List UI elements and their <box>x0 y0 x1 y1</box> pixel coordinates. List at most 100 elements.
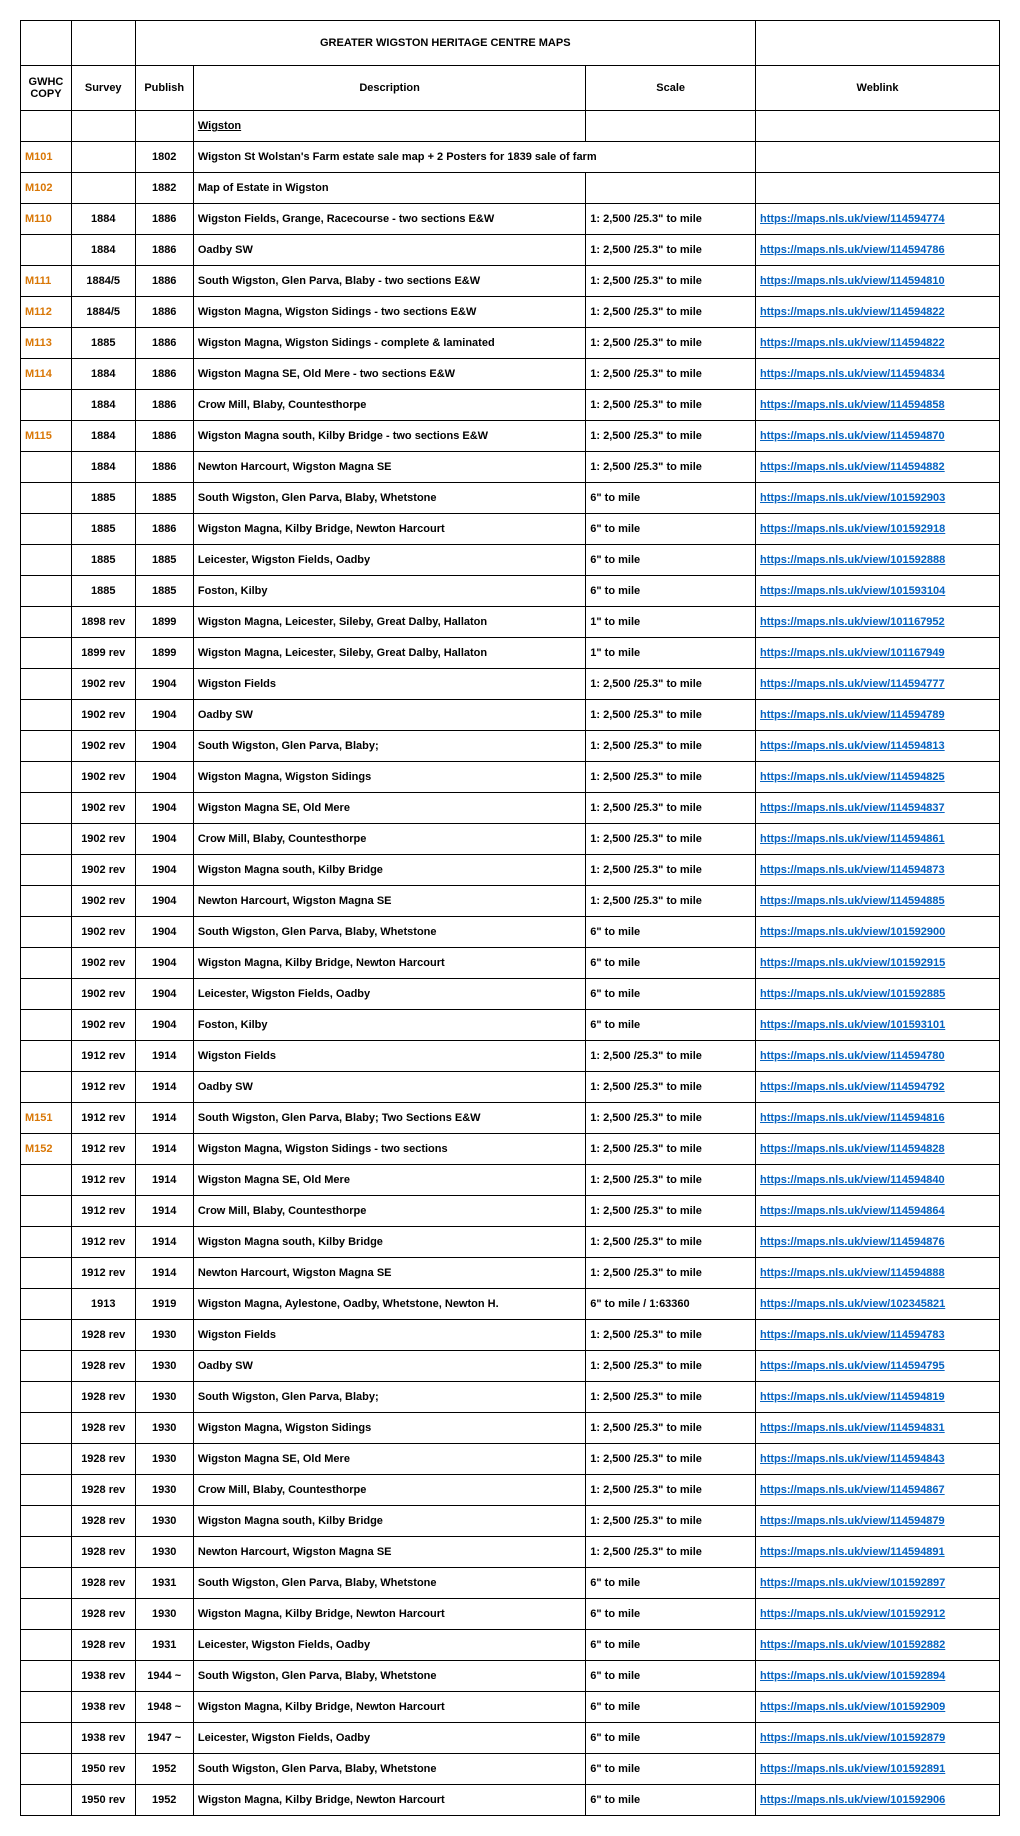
blank-cell <box>586 111 756 142</box>
link-cell[interactable]: https://maps.nls.uk/view/101592897 <box>756 1568 1000 1599</box>
survey-cell: 1912 rev <box>71 1103 135 1134</box>
publish-cell: 1886 <box>135 266 193 297</box>
scale-cell <box>586 173 756 204</box>
link-cell[interactable]: https://maps.nls.uk/view/101592900 <box>756 917 1000 948</box>
link-cell[interactable]: https://maps.nls.uk/view/114594810 <box>756 266 1000 297</box>
link-cell[interactable]: https://maps.nls.uk/view/101592915 <box>756 948 1000 979</box>
desc-cell: South Wigston, Glen Parva, Blaby; <box>193 1382 585 1413</box>
link-cell[interactable]: https://maps.nls.uk/view/114594840 <box>756 1165 1000 1196</box>
link-cell[interactable]: https://maps.nls.uk/view/114594813 <box>756 731 1000 762</box>
link-cell[interactable]: https://maps.nls.uk/view/114594876 <box>756 1227 1000 1258</box>
scale-cell: 1: 2,500 /25.3" to mile <box>586 1506 756 1537</box>
table-title: GREATER WIGSTON HERITAGE CENTRE MAPS <box>135 21 755 66</box>
publish-cell: 1914 <box>135 1072 193 1103</box>
publish-cell: 1904 <box>135 886 193 917</box>
link-cell[interactable]: https://maps.nls.uk/view/114594783 <box>756 1320 1000 1351</box>
link-cell[interactable]: https://maps.nls.uk/view/114594831 <box>756 1413 1000 1444</box>
link-cell[interactable]: https://maps.nls.uk/view/114594825 <box>756 762 1000 793</box>
table-body: M1011802Wigston St Wolstan's Farm estate… <box>21 142 1000 1816</box>
link-cell[interactable]: https://maps.nls.uk/view/101167952 <box>756 607 1000 638</box>
link-cell[interactable]: https://maps.nls.uk/view/114594843 <box>756 1444 1000 1475</box>
blank-cell <box>71 21 135 66</box>
link-cell[interactable]: https://maps.nls.uk/view/114594780 <box>756 1041 1000 1072</box>
link-cell[interactable]: https://maps.nls.uk/view/101592918 <box>756 514 1000 545</box>
link-cell[interactable]: https://maps.nls.uk/view/114594834 <box>756 359 1000 390</box>
scale-cell: 6" to mile <box>586 1661 756 1692</box>
desc-cell: Wigston Magna south, Kilby Bridge - two … <box>193 421 585 452</box>
link-cell[interactable]: https://maps.nls.uk/view/101593101 <box>756 1010 1000 1041</box>
link-cell[interactable]: https://maps.nls.uk/view/114594879 <box>756 1506 1000 1537</box>
link-cell[interactable]: https://maps.nls.uk/view/101593104 <box>756 576 1000 607</box>
link-cell[interactable]: https://maps.nls.uk/view/114594864 <box>756 1196 1000 1227</box>
link-cell[interactable]: https://maps.nls.uk/view/101167949 <box>756 638 1000 669</box>
link-cell[interactable]: https://maps.nls.uk/view/101592909 <box>756 1692 1000 1723</box>
link-cell[interactable]: https://maps.nls.uk/view/114594792 <box>756 1072 1000 1103</box>
link-cell[interactable]: https://maps.nls.uk/view/114594786 <box>756 235 1000 266</box>
desc-cell: Newton Harcourt, Wigston Magna SE <box>193 452 585 483</box>
table-row: 1928 rev1930South Wigston, Glen Parva, B… <box>21 1382 1000 1413</box>
link-cell[interactable]: https://maps.nls.uk/view/114594870 <box>756 421 1000 452</box>
link-cell[interactable]: https://maps.nls.uk/view/114594795 <box>756 1351 1000 1382</box>
scale-cell: 1: 2,500 /25.3" to mile <box>586 1351 756 1382</box>
desc-cell: Newton Harcourt, Wigston Magna SE <box>193 1258 585 1289</box>
scale-cell: 6" to mile <box>586 576 756 607</box>
link-cell[interactable]: https://maps.nls.uk/view/114594822 <box>756 297 1000 328</box>
link-cell[interactable]: https://maps.nls.uk/view/101592906 <box>756 1785 1000 1816</box>
survey-cell: 1928 rev <box>71 1382 135 1413</box>
blank-cell <box>21 111 72 142</box>
link-cell[interactable]: https://maps.nls.uk/view/101592903 <box>756 483 1000 514</box>
link-cell[interactable]: https://maps.nls.uk/view/114594819 <box>756 1382 1000 1413</box>
desc-cell: South Wigston, Glen Parva, Blaby, Whetst… <box>193 1568 585 1599</box>
survey-cell: 1928 rev <box>71 1630 135 1661</box>
link-cell[interactable]: https://maps.nls.uk/view/101592891 <box>756 1754 1000 1785</box>
table-row: 1912 rev1914Oadby SW1: 2,500 /25.3" to m… <box>21 1072 1000 1103</box>
link-cell[interactable]: https://maps.nls.uk/view/101592888 <box>756 545 1000 576</box>
publish-cell: 1886 <box>135 452 193 483</box>
link-cell[interactable]: https://maps.nls.uk/view/101592879 <box>756 1723 1000 1754</box>
scale-cell: 1: 2,500 /25.3" to mile <box>586 731 756 762</box>
link-cell[interactable]: https://maps.nls.uk/view/114594873 <box>756 855 1000 886</box>
survey-cell: 1884 <box>71 421 135 452</box>
link-cell[interactable]: https://maps.nls.uk/view/101592885 <box>756 979 1000 1010</box>
table-row: 1928 rev1930Crow Mill, Blaby, Countestho… <box>21 1475 1000 1506</box>
link-cell[interactable]: https://maps.nls.uk/view/101592882 <box>756 1630 1000 1661</box>
link-cell[interactable]: https://maps.nls.uk/view/114594858 <box>756 390 1000 421</box>
link-cell[interactable]: https://maps.nls.uk/view/114594822 <box>756 328 1000 359</box>
link-cell[interactable]: https://maps.nls.uk/view/114594885 <box>756 886 1000 917</box>
table-row: 1928 rev1930Newton Harcourt, Wigston Mag… <box>21 1537 1000 1568</box>
link-cell[interactable]: https://maps.nls.uk/view/102345821 <box>756 1289 1000 1320</box>
link-cell[interactable]: https://maps.nls.uk/view/114594828 <box>756 1134 1000 1165</box>
publish-cell: 1952 <box>135 1754 193 1785</box>
gwhc-cell <box>21 1754 72 1785</box>
desc-cell: Wigston Magna SE, Old Mere <box>193 1165 585 1196</box>
link-cell[interactable]: https://maps.nls.uk/view/114594816 <box>756 1103 1000 1134</box>
gwhc-cell <box>21 1568 72 1599</box>
survey-cell: 1902 rev <box>71 855 135 886</box>
desc-cell: South Wigston, Glen Parva, Blaby, Whetst… <box>193 483 585 514</box>
link-cell[interactable]: https://maps.nls.uk/view/114594891 <box>756 1537 1000 1568</box>
link-cell[interactable]: https://maps.nls.uk/view/114594789 <box>756 700 1000 731</box>
survey-cell: 1884 <box>71 452 135 483</box>
survey-cell: 1884/5 <box>71 266 135 297</box>
desc-cell: Wigston Magna, Kilby Bridge, Newton Harc… <box>193 1599 585 1630</box>
link-cell[interactable]: https://maps.nls.uk/view/114594861 <box>756 824 1000 855</box>
link-cell[interactable]: https://maps.nls.uk/view/114594867 <box>756 1475 1000 1506</box>
publish-cell: 1930 <box>135 1537 193 1568</box>
publish-cell: 1899 <box>135 607 193 638</box>
link-cell[interactable]: https://maps.nls.uk/view/114594837 <box>756 793 1000 824</box>
link-cell[interactable]: https://maps.nls.uk/view/101592894 <box>756 1661 1000 1692</box>
link-cell[interactable]: https://maps.nls.uk/view/114594888 <box>756 1258 1000 1289</box>
table-row: 1950 rev1952Wigston Magna, Kilby Bridge,… <box>21 1785 1000 1816</box>
survey-cell: 1884 <box>71 390 135 421</box>
link-cell[interactable]: https://maps.nls.uk/view/114594777 <box>756 669 1000 700</box>
gwhc-cell <box>21 1351 72 1382</box>
survey-cell: 1928 rev <box>71 1475 135 1506</box>
table-row: 1938 rev1944 ~South Wigston, Glen Parva,… <box>21 1661 1000 1692</box>
survey-cell: 1928 rev <box>71 1506 135 1537</box>
link-cell[interactable]: https://maps.nls.uk/view/114594882 <box>756 452 1000 483</box>
survey-cell: 1928 rev <box>71 1413 135 1444</box>
scale-cell: 1: 2,500 /25.3" to mile <box>586 1165 756 1196</box>
link-cell[interactable]: https://maps.nls.uk/view/101592912 <box>756 1599 1000 1630</box>
publish-cell: 1904 <box>135 731 193 762</box>
link-cell[interactable]: https://maps.nls.uk/view/114594774 <box>756 204 1000 235</box>
